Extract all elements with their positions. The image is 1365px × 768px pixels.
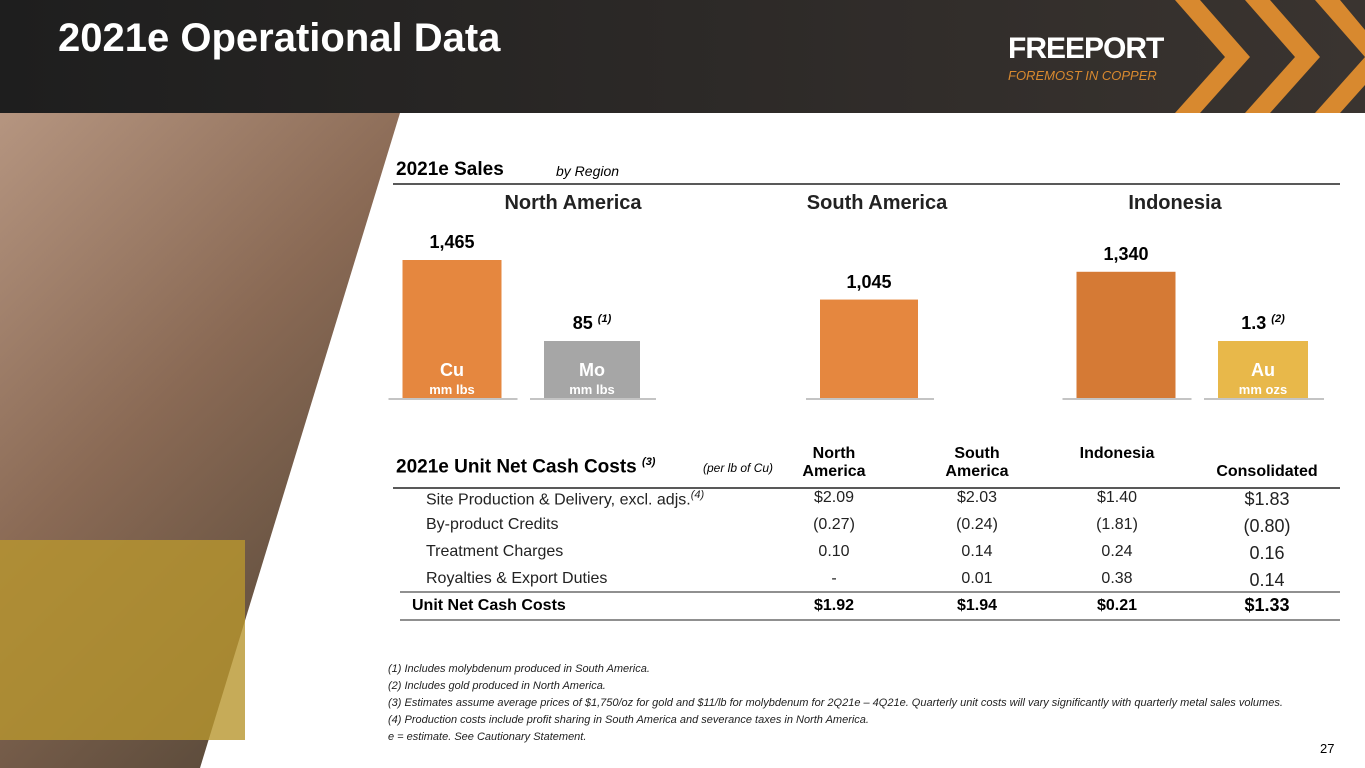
logo: FREEPORT bbox=[1008, 32, 1164, 65]
column-header: Indonesia bbox=[1079, 445, 1155, 462]
cell: 0.10 bbox=[818, 543, 850, 560]
truck bbox=[0, 540, 245, 740]
bar bbox=[1218, 341, 1308, 398]
footnote: (1) Includes molybdenum produced in Sout… bbox=[388, 663, 650, 675]
metal: Cu bbox=[440, 360, 464, 380]
total-cell: $1.33 bbox=[1244, 595, 1290, 615]
note: (3) bbox=[642, 456, 656, 468]
table-title: 2021e Unit Net Cash Costs bbox=[396, 456, 637, 478]
note: (2) bbox=[1271, 313, 1285, 325]
column-header: Consolidated bbox=[1216, 463, 1318, 480]
section-title: 2021e Sales bbox=[396, 159, 504, 180]
value: 1,340 bbox=[1103, 243, 1149, 264]
cell: $1.83 bbox=[1244, 489, 1290, 509]
cell: $2.09 bbox=[813, 489, 855, 506]
cell: 0.01 bbox=[961, 570, 993, 587]
cell: - bbox=[831, 570, 837, 587]
total-label: Unit Net Cash Costs bbox=[412, 597, 566, 614]
unit: mm lbs bbox=[569, 382, 615, 397]
label: By-product Credits bbox=[426, 516, 559, 533]
bar bbox=[544, 341, 640, 398]
footnote: e = estimate. See Cautionary Statement. bbox=[388, 731, 587, 743]
metal: Mo bbox=[579, 360, 605, 380]
value-label: 1,465 bbox=[372, 232, 532, 253]
label: Site Production & Delivery, excl. adjs. bbox=[426, 491, 691, 509]
cell: (0.80) bbox=[1243, 516, 1291, 536]
row-label: By-product Credits bbox=[426, 516, 559, 534]
row-label: Royalties & Export Duties bbox=[426, 570, 607, 588]
note: (1) bbox=[597, 313, 612, 325]
value-label: 1,340 bbox=[1046, 244, 1206, 265]
cell: 0.16 bbox=[1249, 543, 1285, 563]
bar bbox=[1076, 271, 1176, 398]
header-bar bbox=[0, 0, 1365, 113]
table-subtitle: (per lb of Cu) bbox=[703, 461, 774, 475]
cell: 0.38 bbox=[1101, 570, 1133, 587]
cell: $1.40 bbox=[1096, 489, 1138, 506]
total-cell: $1.92 bbox=[813, 597, 855, 614]
page-number: 27 bbox=[1320, 741, 1335, 756]
total-cell: $0.21 bbox=[1096, 597, 1138, 614]
value: 1,045 bbox=[846, 271, 892, 292]
region-name: Indonesia bbox=[1128, 192, 1222, 214]
metal: Au bbox=[1251, 360, 1275, 380]
bar bbox=[820, 299, 918, 398]
region-name: South America bbox=[806, 192, 948, 214]
row-label: Site Production & Delivery, excl. adjs.(… bbox=[426, 489, 704, 509]
row-label: Treatment Charges bbox=[426, 543, 563, 561]
total-cell: $1.94 bbox=[956, 597, 998, 614]
value-label: 1.3 (2) bbox=[1183, 313, 1343, 334]
title: 2021e Operational Data bbox=[58, 16, 501, 60]
cell: (0.24) bbox=[956, 516, 998, 533]
value-label: 85 (1) bbox=[512, 313, 672, 334]
section-title: 2021e Unit Net Cash Costs (3) bbox=[396, 456, 655, 478]
tagline: FOREMOST IN COPPER bbox=[1008, 68, 1157, 83]
footnote: (3) Estimates assume average prices of $… bbox=[388, 697, 1283, 709]
cell: (1.81) bbox=[1096, 516, 1138, 533]
label: Treatment Charges bbox=[426, 543, 564, 560]
cell: 0.24 bbox=[1101, 543, 1133, 560]
column-header: South America bbox=[945, 445, 1009, 480]
unit: mm ozs bbox=[1238, 382, 1288, 397]
value: 85 bbox=[572, 313, 593, 333]
cell: 0.14 bbox=[1249, 570, 1285, 590]
section-subtitle: by Region bbox=[556, 163, 620, 179]
column-header: North America bbox=[802, 445, 866, 480]
cell: $2.03 bbox=[956, 489, 998, 506]
chevrons bbox=[1175, 0, 1365, 113]
bar bbox=[402, 260, 502, 398]
note: (4) bbox=[690, 489, 705, 501]
value-label: 1,045 bbox=[789, 272, 949, 293]
unit: mm lbs bbox=[429, 382, 475, 397]
label: Royalties & Export Duties bbox=[426, 570, 608, 587]
region-name: North America bbox=[504, 192, 642, 214]
cell: (0.27) bbox=[813, 516, 855, 533]
value: 1.3 bbox=[1241, 313, 1267, 333]
footnote: (4) Production costs include profit shar… bbox=[388, 714, 869, 726]
footnote: (2) Includes gold produced in North Amer… bbox=[388, 680, 606, 692]
value: 1,465 bbox=[429, 232, 475, 252]
cell: 0.14 bbox=[961, 543, 993, 560]
